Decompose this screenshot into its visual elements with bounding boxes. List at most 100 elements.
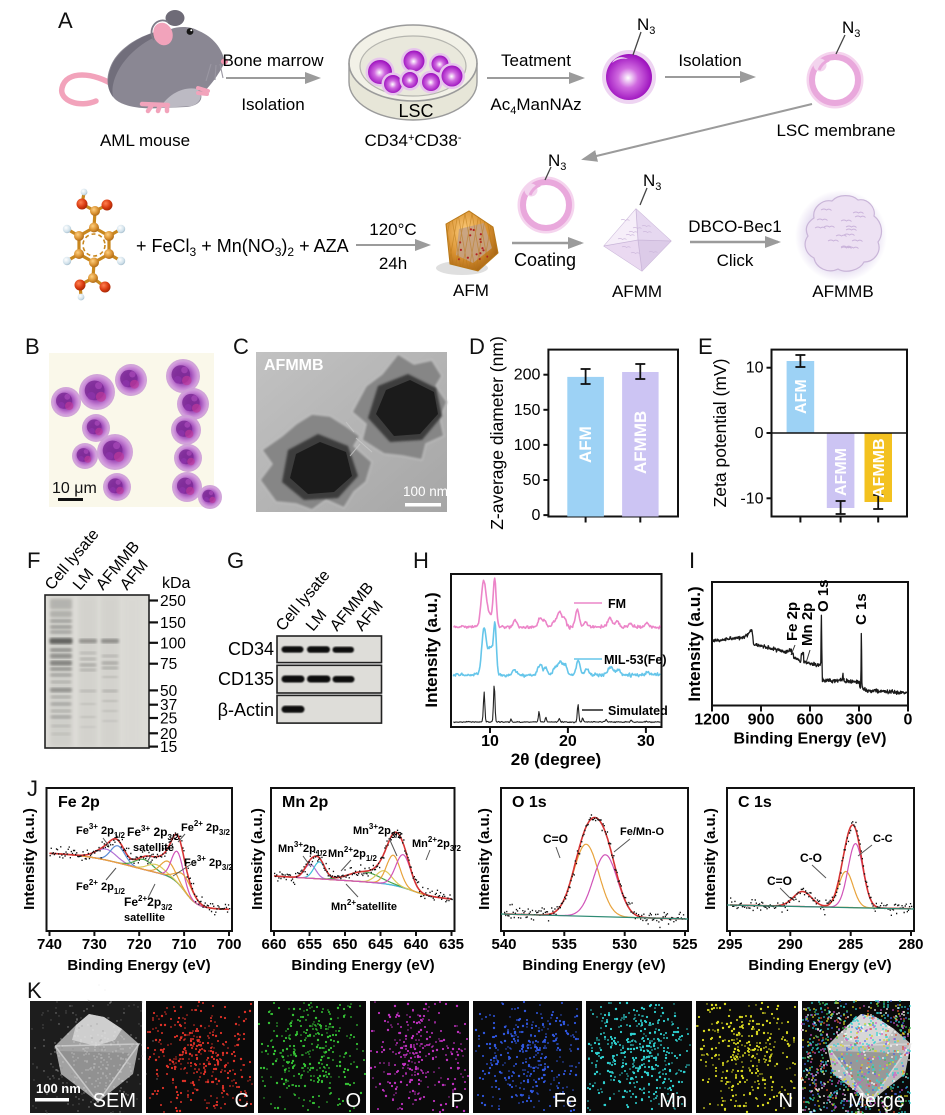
svg-text:1200: 1200 <box>694 712 730 729</box>
svg-text:120°C: 120°C <box>369 220 416 239</box>
svg-text:N3: N3 <box>548 151 566 173</box>
svg-text:AFM: AFM <box>576 426 595 463</box>
svg-text:660: 660 <box>261 936 286 953</box>
svg-text:SEM: SEM <box>93 1090 136 1112</box>
svg-text:Binding Energy (eV): Binding Energy (eV) <box>734 731 887 748</box>
svg-text:AFMM: AFMM <box>612 282 662 301</box>
svg-text:730: 730 <box>82 936 107 953</box>
svg-text:AFMMB: AFMMB <box>871 438 888 498</box>
svg-text:Fe 2p: Fe 2p <box>58 794 100 811</box>
svg-text:C=O: C=O <box>543 832 568 846</box>
svg-text:C: C <box>235 1090 249 1112</box>
svg-text:2θ (degree): 2θ (degree) <box>511 750 601 769</box>
svg-text:CD135: CD135 <box>218 669 274 689</box>
svg-text:740: 740 <box>37 936 62 953</box>
svg-text:100: 100 <box>514 437 541 454</box>
svg-text:-10: -10 <box>740 490 763 507</box>
svg-text:DBCO-Bec1: DBCO-Bec1 <box>688 217 782 236</box>
svg-text:Mn 2p: Mn 2p <box>799 603 816 646</box>
svg-text:LSC: LSC <box>398 101 433 121</box>
svg-text:30: 30 <box>637 733 655 750</box>
svg-text:655: 655 <box>297 936 322 953</box>
svg-text:20: 20 <box>160 726 178 743</box>
svg-text:Coating: Coating <box>514 250 576 270</box>
svg-text:Fe 2p: Fe 2p <box>784 602 801 641</box>
svg-text:Fe2+2p3/2: Fe2+2p3/2 <box>124 894 173 912</box>
svg-text:900: 900 <box>748 712 775 729</box>
svg-text:285: 285 <box>838 936 863 953</box>
svg-text:Teatment: Teatment <box>501 51 571 70</box>
svg-text:0: 0 <box>904 712 913 729</box>
svg-text:25: 25 <box>160 711 177 728</box>
svg-text:Fe/Mn-O: Fe/Mn-O <box>620 826 664 838</box>
svg-text:Mn2+2p3/2: Mn2+2p3/2 <box>412 835 462 853</box>
svg-text:Isolation: Isolation <box>678 51 741 70</box>
svg-text:Intensity (a.u.): Intensity (a.u.) <box>422 592 441 707</box>
svg-text:150: 150 <box>160 615 186 632</box>
svg-text:AML mouse: AML mouse <box>100 131 190 150</box>
svg-text:10: 10 <box>746 360 764 377</box>
svg-text:Click: Click <box>717 251 754 270</box>
svg-text:710: 710 <box>172 936 197 953</box>
svg-text:Simulated: Simulated <box>608 704 668 718</box>
svg-text:FM: FM <box>608 597 626 611</box>
svg-text:AFM: AFM <box>453 281 489 300</box>
svg-text:AFMMB: AFMMB <box>264 357 324 374</box>
svg-text:satellite: satellite <box>133 842 174 854</box>
svg-text:Ac4ManNAz: Ac4ManNAz <box>490 95 581 117</box>
svg-text:Fe3+ 2p3/2: Fe3+ 2p3/2 <box>184 854 234 872</box>
svg-text:150: 150 <box>514 402 541 419</box>
svg-text:75: 75 <box>160 656 177 673</box>
svg-text:10 μm: 10 μm <box>52 480 97 497</box>
svg-text:0: 0 <box>531 507 540 524</box>
svg-text:Bone marrow: Bone marrow <box>222 51 324 70</box>
svg-text:530: 530 <box>612 936 637 953</box>
svg-text:Merge: Merge <box>848 1090 905 1112</box>
svg-text:O 1s: O 1s <box>815 579 832 612</box>
svg-text:β-Actin: β-Actin <box>218 700 274 720</box>
svg-text:+ FeCl3 + Mn(NO3)2 + AZA: + FeCl3 + Mn(NO3)2 + AZA <box>136 236 349 259</box>
svg-text:0: 0 <box>755 425 764 442</box>
svg-text:Binding Energy (eV): Binding Energy (eV) <box>522 957 665 974</box>
svg-text:20: 20 <box>559 733 577 750</box>
svg-text:295: 295 <box>717 936 742 953</box>
svg-text:P: P <box>451 1090 464 1112</box>
svg-text:Mn2+satellite: Mn2+satellite <box>331 898 397 913</box>
svg-text:kDa: kDa <box>162 575 191 592</box>
svg-text:CD34: CD34 <box>228 639 274 659</box>
svg-text:N3: N3 <box>643 171 661 193</box>
svg-text:37: 37 <box>160 697 177 714</box>
svg-text:525: 525 <box>672 936 697 953</box>
svg-text:Intensity (a.u.): Intensity (a.u.) <box>702 808 719 910</box>
svg-text:N3: N3 <box>637 15 655 37</box>
svg-text:700: 700 <box>216 936 241 953</box>
svg-text:Mn: Mn <box>659 1090 687 1112</box>
svg-text:645: 645 <box>368 936 393 953</box>
svg-text:720: 720 <box>127 936 152 953</box>
svg-text:AFM: AFM <box>793 379 810 414</box>
svg-text:600: 600 <box>797 712 824 729</box>
svg-text:LSC membrane: LSC membrane <box>776 121 895 140</box>
svg-text:Zeta potential (mV): Zeta potential (mV) <box>710 359 730 508</box>
svg-text:635: 635 <box>439 936 464 953</box>
svg-text:satellite: satellite <box>124 912 165 924</box>
svg-text:MIL-53(Fe): MIL-53(Fe) <box>604 653 667 667</box>
svg-text:10: 10 <box>481 733 499 750</box>
svg-text:50: 50 <box>523 472 541 489</box>
svg-text:C 1s: C 1s <box>853 593 870 625</box>
svg-text:O 1s: O 1s <box>512 794 547 811</box>
svg-text:Fe3+ 2p3/2: Fe3+ 2p3/2 <box>127 824 179 842</box>
svg-text:N3: N3 <box>842 18 860 40</box>
svg-text:Isolation: Isolation <box>241 95 304 114</box>
svg-text:Binding Energy (eV): Binding Energy (eV) <box>291 957 434 974</box>
svg-text:Fe2+ 2p1/2: Fe2+ 2p1/2 <box>76 878 126 896</box>
svg-text:Fe2+ 2p3/2: Fe2+ 2p3/2 <box>181 819 231 837</box>
svg-text:200: 200 <box>514 367 541 384</box>
svg-text:Intensity (a.u.): Intensity (a.u.) <box>249 808 266 910</box>
svg-text:C-O: C-O <box>800 851 822 865</box>
svg-text:100 nm: 100 nm <box>403 484 448 499</box>
svg-text:Fe: Fe <box>554 1090 577 1112</box>
svg-text:300: 300 <box>846 712 873 729</box>
svg-text:C=O: C=O <box>767 874 792 888</box>
svg-text:AFMMB: AFMMB <box>812 282 873 301</box>
